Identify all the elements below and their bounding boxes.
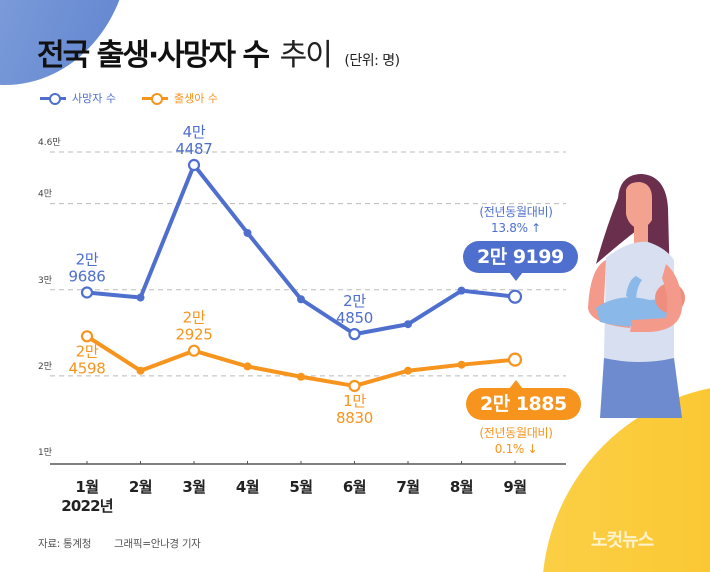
x-tick-label: 5월 (289, 478, 312, 496)
births-yoy-annotation: (전년동월대비) 0.1% ↓ (456, 425, 576, 457)
data-label-line1: 2만 (183, 309, 206, 327)
legend-item-deaths: 사망자 수 (40, 90, 116, 106)
skirt (600, 358, 682, 418)
chart-legend: 사망자 수 출생아 수 (40, 90, 218, 106)
credit-text: 그래픽=안나경 기자 (114, 538, 201, 550)
y-tick-label: 4만 (38, 189, 52, 200)
data-point (243, 228, 252, 237)
legend-label: 사망자 수 (72, 92, 116, 105)
data-point (243, 362, 252, 371)
x-tick-label: 1월 (75, 478, 98, 496)
legend-line-marker-icon (141, 93, 168, 105)
data-label-line1: 2만 (343, 292, 366, 310)
series-line (85, 163, 517, 337)
data-label-line2: 4598 (69, 359, 106, 377)
title-unit: (단위: 명) (344, 53, 400, 69)
x-tick-label: 9월 (503, 478, 526, 496)
data-label-line2: 9686 (69, 267, 106, 285)
deaths-latest-callout: 2만 9199 (463, 241, 578, 281)
data-point-highlighted (187, 344, 201, 357)
mother-holding-baby-illustration (588, 174, 685, 418)
y-tick-label: 1만 (38, 447, 52, 458)
data-point (404, 320, 412, 329)
data-point (297, 372, 305, 381)
data-point (457, 286, 466, 295)
data-label-line1: 2만 (76, 342, 99, 360)
data-label-line2: 8830 (336, 409, 373, 427)
data-point (136, 366, 145, 375)
baby-arm (626, 276, 642, 302)
data-point-highlighted (187, 158, 201, 172)
deaths-yoy-annotation: (전년동월대비) 13.8% ↑ (456, 204, 576, 236)
y-tick-label: 2만 (38, 361, 52, 372)
data-point-highlighted (80, 286, 94, 299)
data-point (297, 295, 305, 304)
data-point (457, 360, 466, 369)
legend-item-births: 출생아 수 (141, 90, 218, 106)
nocut-news-logo: 노컷뉴스 (591, 530, 654, 551)
y-tick-label: 4.6만 (38, 137, 61, 148)
legend-line-marker-icon (40, 93, 66, 105)
neck (634, 224, 648, 244)
series-layer (80, 158, 523, 393)
data-label-line2: 4487 (176, 140, 213, 158)
data-label-line1: 2만 (76, 250, 99, 268)
yoy-value: 13.8% ↑ (491, 221, 541, 235)
source-text: 자료: 통계청 (38, 538, 92, 550)
y-tick-label: 3만 (38, 275, 52, 286)
x-tick-label: 8월 (450, 478, 473, 496)
footer: 자료: 통계청 그래픽=안나경 기자 (38, 536, 201, 551)
yoy-value: 0.1% ↓ (494, 442, 538, 456)
page-title: 전국 출생·사망자 수 추이 (단위: 명) (37, 36, 400, 81)
data-label-line1: 1만 (343, 392, 366, 410)
right-arm (630, 264, 682, 332)
data-point-highlighted (507, 352, 523, 367)
year-label: 2022년 (61, 497, 113, 515)
data-label-line1: 4만 (183, 123, 206, 141)
data-point-highlighted (348, 379, 361, 393)
data-label-line2: 2925 (176, 326, 213, 344)
births-latest-callout: 2만 1885 (466, 380, 581, 420)
yoy-title: (전년동월대비) (479, 205, 553, 219)
x-tick-label: 2월 (129, 478, 152, 496)
x-tick-label: 4월 (236, 478, 259, 496)
data-point-highlighted (348, 328, 361, 341)
face (626, 182, 652, 229)
x-tick-label: 7월 (396, 478, 419, 496)
x-tick-label: 6월 (343, 478, 366, 496)
data-point (404, 366, 412, 375)
data-point-highlighted (80, 330, 94, 343)
legend-label: 출생아 수 (173, 92, 218, 105)
data-point (136, 293, 145, 302)
data-label-line2: 4850 (336, 309, 373, 327)
x-axis: 1월 2월 3월 4월 5월 6월 7월 8월 9월 2022년 (50, 461, 566, 515)
title-sub: 추이 (279, 38, 333, 73)
yoy-title: (전년동월대비) (479, 426, 553, 440)
x-tick-label: 3월 (182, 478, 205, 496)
data-point-highlighted (507, 289, 523, 304)
title-main: 전국 출생·사망자 수 (37, 38, 270, 73)
grid-layer: 1만 2만 3만 4만 4.6만 (38, 137, 566, 458)
